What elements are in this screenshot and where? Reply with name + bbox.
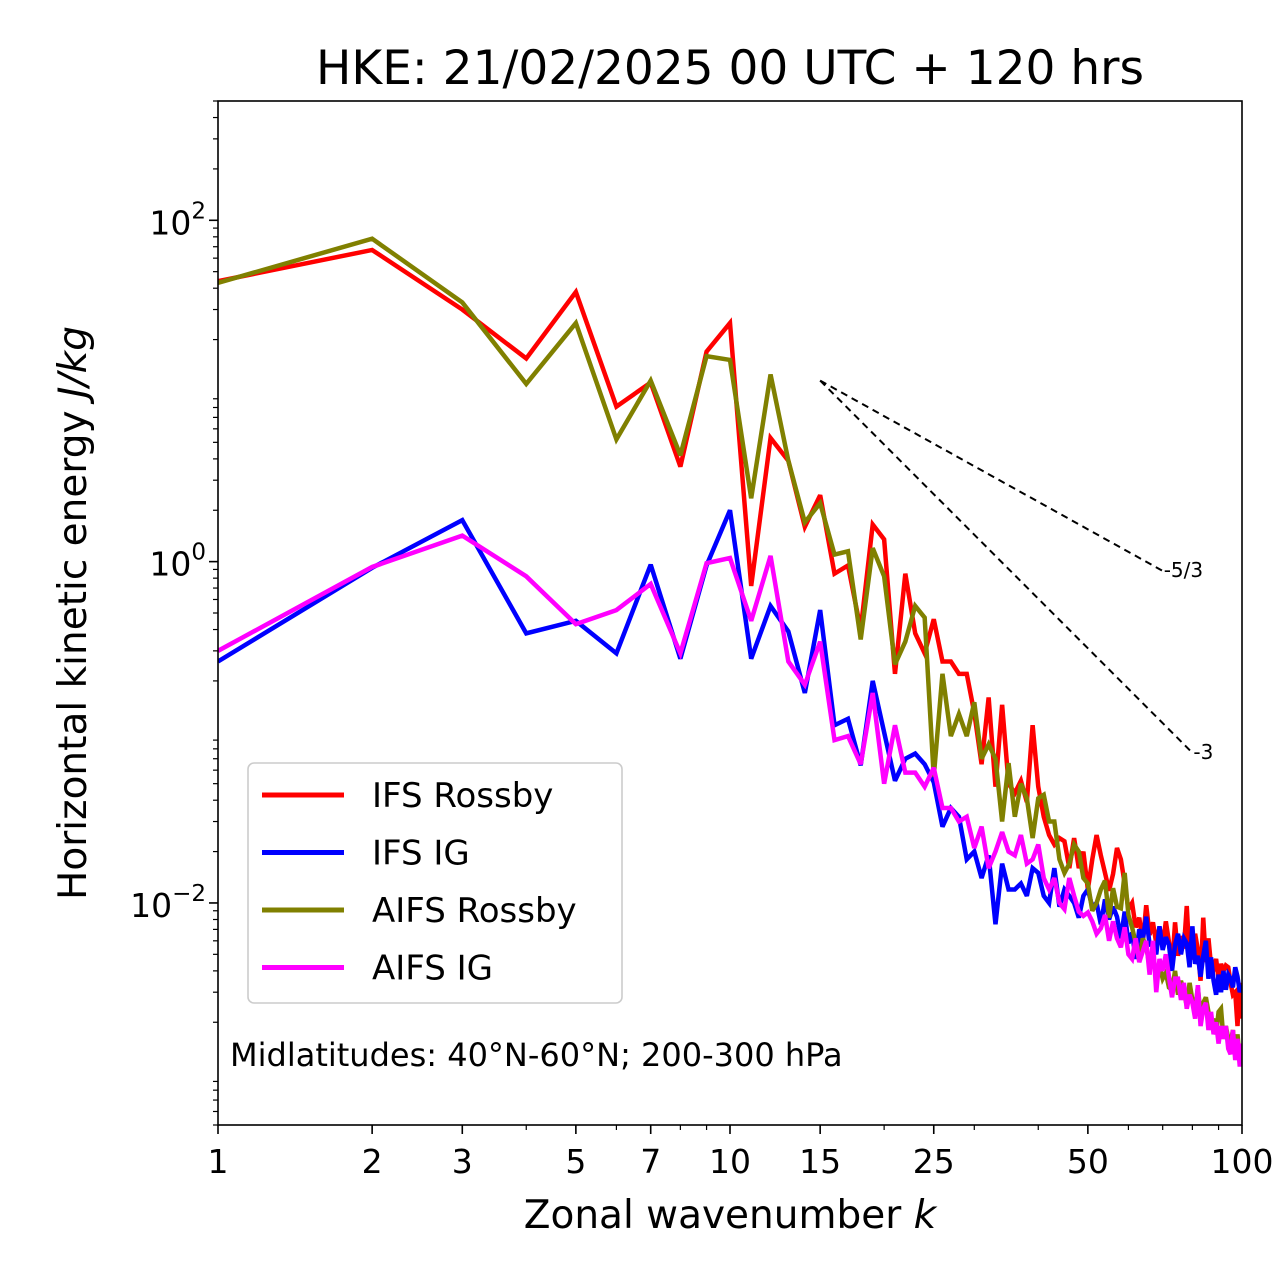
x-tick-label: 10	[709, 1142, 751, 1181]
reference-slope-labels: -5/3 -3	[1164, 558, 1214, 764]
x-tick-label: 3	[452, 1142, 473, 1181]
legend-box	[247, 762, 623, 1004]
plot-frame	[217, 100, 1243, 1126]
y-tick-label: 102	[149, 198, 206, 242]
y-tick-label: 100	[149, 540, 206, 584]
reference-slope-line	[819, 379, 1164, 572]
legend-label: AIFS Rossby	[372, 891, 577, 931]
x-tick-label: 100	[1211, 1142, 1274, 1181]
legend-label: IFS IG	[372, 834, 470, 874]
x-tick-label: 7	[640, 1142, 661, 1181]
reference-slope-label: -5/3	[1164, 558, 1203, 582]
reference-slopes	[819, 379, 1194, 754]
y-minor-ticks	[213, 100, 218, 1126]
x-axis-label: Zonal wavenumber k	[524, 1193, 938, 1238]
chart-title: HKE: 21/02/2025 00 UTC + 120 hrs	[316, 41, 1144, 96]
legend-label: AIFS IG	[372, 949, 493, 989]
reference-slope-label: -3	[1193, 740, 1213, 764]
reference-slope-line	[819, 379, 1194, 754]
x-tick-label: 50	[1067, 1142, 1109, 1181]
x-tick-label: 1	[208, 1142, 229, 1181]
x-major-ticks: 1 2 3 5 7 10 15 25 50 100	[208, 1125, 1274, 1181]
region-annotation: Midlatitudes: 40°N-60°N; 200-300 hPa	[230, 1036, 843, 1074]
legend: IFS Rossby IFS IG AIFS Rossby AIFS IG	[247, 762, 623, 1004]
series-line-aifs-ig	[218, 533, 1242, 1067]
legend-items: IFS Rossby IFS IG AIFS Rossby AIFS IG	[262, 776, 577, 989]
series-lines	[218, 236, 1242, 1067]
y-tick-label: 10−2	[130, 881, 206, 925]
x-tick-label: 25	[913, 1142, 955, 1181]
y-axis-label: Horizontal kinetic energy J/kg	[51, 326, 96, 900]
x-tick-label: 5	[565, 1142, 586, 1181]
x-tick-label: 15	[799, 1142, 841, 1181]
legend-label: IFS Rossby	[372, 776, 553, 816]
y-major-ticks: 10−2 100 102	[130, 198, 218, 925]
x-tick-label: 2	[362, 1142, 383, 1181]
